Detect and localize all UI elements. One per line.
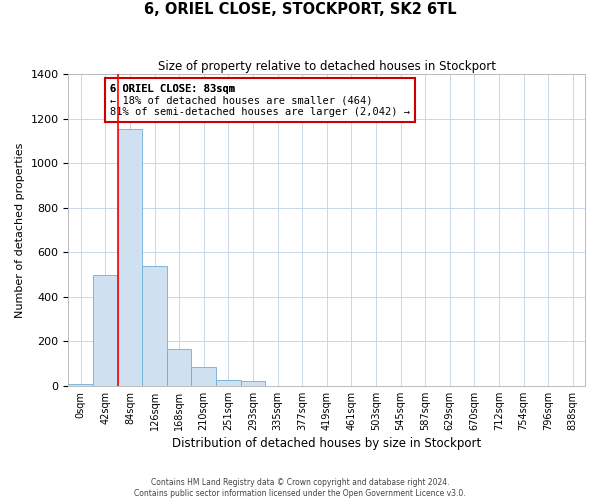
Bar (191, 367, 216, 386)
X-axis label: Distribution of detached houses by size in Stockport: Distribution of detached houses by size … (172, 437, 481, 450)
Bar (241, 382, 265, 386)
Bar (118, 128, 142, 386)
Bar (216, 380, 241, 386)
Title: Size of property relative to detached houses in Stockport: Size of property relative to detached ho… (158, 60, 496, 73)
Text: 6 ORIEL CLOSE: 83sqm
← 18% of detached houses are smaller (464)
81% of semi-deta: 6 ORIEL CLOSE: 83sqm ← 18% of detached h… (110, 84, 410, 116)
Bar (93, 274, 118, 386)
Bar (167, 349, 191, 386)
Text: Contains HM Land Registry data © Crown copyright and database right 2024.
Contai: Contains HM Land Registry data © Crown c… (134, 478, 466, 498)
Text: 6, ORIEL CLOSE, STOCKPORT, SK2 6TL: 6, ORIEL CLOSE, STOCKPORT, SK2 6TL (143, 2, 457, 18)
Y-axis label: Number of detached properties: Number of detached properties (15, 142, 25, 318)
Bar (68, 384, 93, 386)
Bar (142, 266, 167, 386)
Text: 6 ORIEL CLOSE: 83sqm: 6 ORIEL CLOSE: 83sqm (110, 84, 235, 116)
